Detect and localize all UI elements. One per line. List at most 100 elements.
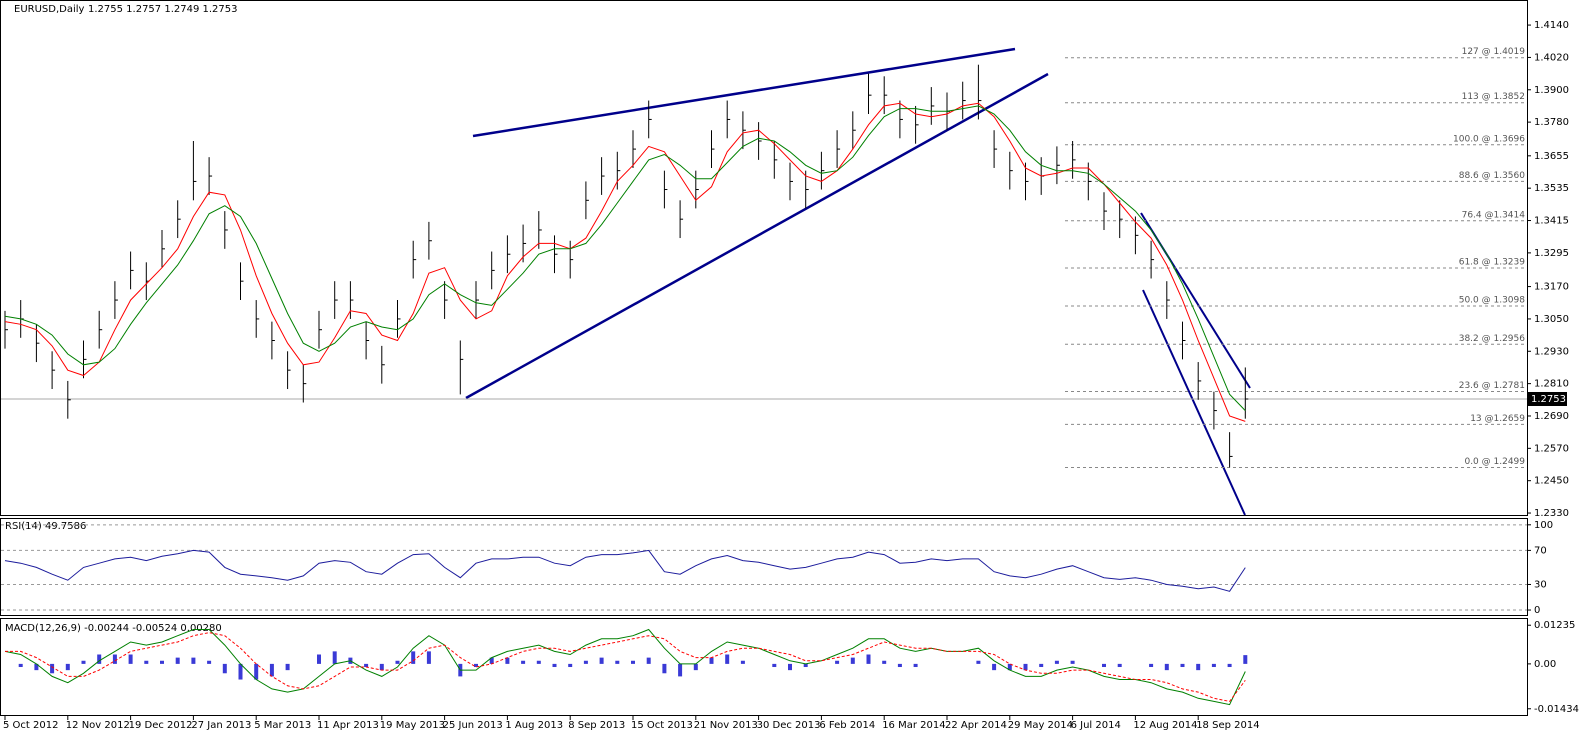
y-tick-label: 1.2690 [1534,411,1569,422]
histogram-bar [897,663,902,668]
y-tick-label: 1.2450 [1534,476,1569,487]
x-tick-label: 21 Nov 2013 [694,720,758,731]
x-tick-label: 15 Oct 2013 [631,720,693,731]
x-tick-label: 12 Aug 2014 [1133,720,1197,731]
histogram-bar [536,660,541,664]
line [4,102,1246,422]
histogram-bar [866,654,871,664]
x-tick-label: 16 Mar 2014 [882,720,945,731]
last-price-box [1527,391,1567,406]
histogram-bar [175,657,180,664]
x-tick-label: 6 Jul 2014 [1071,720,1121,731]
fib-label: 76.4 @1.3414 [1462,210,1526,220]
x-tick-label: 1 Aug 2013 [505,720,563,731]
histogram-bar [474,663,478,668]
histogram-bar [1102,663,1106,668]
fib-label: 0.0 @ 1.2499 [1464,457,1525,467]
histogram-bar [1243,655,1248,664]
histogram-bar [160,660,164,664]
histogram-bar [112,654,117,664]
histogram-bar [1196,663,1201,671]
histogram-bar [505,657,510,664]
histogram-bar [364,663,369,668]
y-tick-label: 1.3170 [1534,282,1569,293]
histogram-bar [238,663,243,680]
histogram-bar [18,663,23,668]
histogram-bar [803,663,808,668]
histogram-bar [1070,660,1075,664]
x-tick-label: 22 Apr 2014 [945,720,1007,731]
fib-label: 50.0 @ 1.3098 [1459,295,1526,305]
histogram-bar [1023,663,1028,671]
histogram-bar [709,657,714,664]
histogram-bar [285,663,290,671]
histogram-bar [1039,663,1044,668]
histogram-bar [411,651,416,664]
histogram-bar [788,663,792,671]
x-tick-label: 6 Feb 2014 [819,720,875,731]
macd-panel [0,618,1528,716]
x-tick-label: 25 Jun 2013 [443,720,503,731]
y-tick-label: 1.2570 [1534,443,1569,454]
fib-label: 13 @1.2659 [1470,414,1525,424]
chart-title: EURUSD,Daily [14,4,85,15]
macd-title: MACD(12,26,9) -0.00244 -0.00524 0.00280 [5,623,222,634]
y-tick-label: 1.3655 [1534,151,1569,162]
histogram-bar [1211,663,1216,668]
histogram-bar [254,663,259,680]
fib-label: 38.2 @ 1.2956 [1459,334,1526,344]
histogram-bar [568,663,573,668]
y-tick-label: 0.00 [1534,659,1556,670]
channel-line [1142,289,1246,516]
y-tick-label: 1.3780 [1534,117,1569,128]
histogram-bar [992,663,997,671]
y-tick-label: 100 [1534,520,1553,531]
histogram-bar [207,660,212,664]
y-tick-label: 1.2330 [1534,508,1569,519]
histogram-bar [50,663,55,674]
fib-label: 23.6 @ 1.2781 [1459,381,1525,391]
x-tick-label: 19 Dec 2012 [129,720,193,731]
fib-label: 88.6 @ 1.3560 [1459,171,1526,181]
histogram-bar [317,654,321,664]
histogram-bar [222,663,227,674]
histogram-bar [835,660,840,664]
histogram-bar [1054,660,1059,664]
fib-label: 127 @ 1.4019 [1462,47,1526,57]
line [4,105,1246,411]
histogram-bar [332,651,337,664]
x-tick-label: 18 Sep 2014 [1196,720,1259,731]
x-tick-label: 19 May 2013 [380,720,445,731]
x-tick-label: 5 Mar 2013 [254,720,311,731]
x-tick-label: 12 Nov 2012 [66,720,130,731]
y-tick-label: -0.01434 [1534,704,1579,715]
histogram-bar [191,657,196,664]
histogram-bar [740,660,745,664]
histogram-bar [489,657,494,664]
histogram-bar [81,660,86,664]
x-tick-label: 11 Apr 2013 [317,720,379,731]
trendline [472,47,1016,138]
y-tick-label: 0.01235 [1534,620,1575,631]
histogram-bar [1007,663,1012,671]
histogram-bar [662,663,667,674]
y-tick-label: 1.3050 [1534,314,1569,325]
x-tick-label: 8 Sep 2013 [568,720,625,731]
trendlines [465,47,1251,516]
histogram-bar [34,663,39,671]
histogram-bar [521,660,526,664]
histogram-bar [1180,663,1185,668]
histogram-bar [65,663,70,671]
main-panel [0,0,1528,516]
y-tick-label: 1.3295 [1534,248,1569,259]
y-tick-label: 30 [1534,579,1547,590]
y-tick-label: 1.4140 [1534,20,1569,31]
fib-label: 61.8 @ 1.3239 [1459,257,1526,267]
histogram-bar [1117,663,1122,668]
x-tick-label: 29 May 2014 [1008,720,1073,731]
histogram-bar [552,663,557,668]
histogram-bar [725,654,730,664]
y-tick-label: 0 [1534,605,1540,616]
histogram-bar [882,660,887,664]
